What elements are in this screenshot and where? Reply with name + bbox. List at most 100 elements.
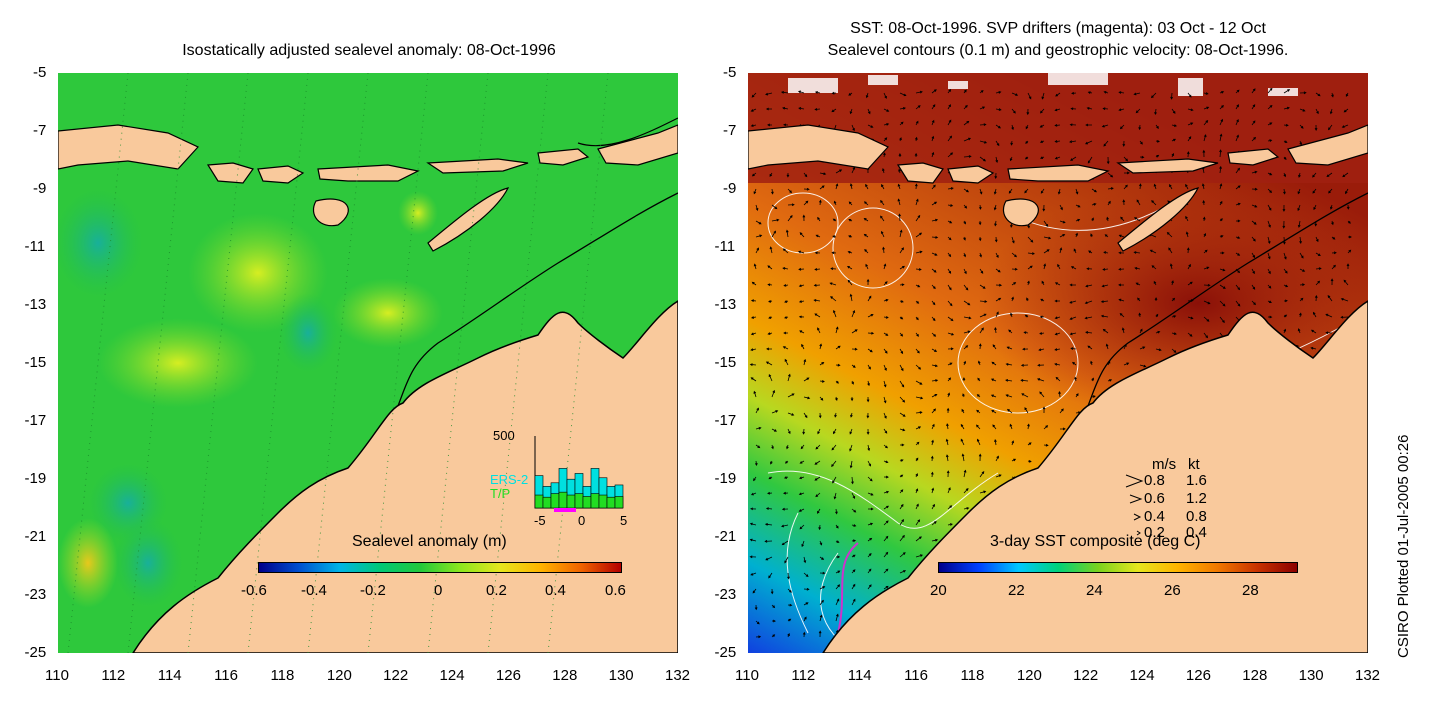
- velocity-arrow: [947, 119, 952, 126]
- velocity-arrow: [849, 183, 853, 190]
- velocity-arrow: [1027, 459, 1032, 463]
- velocity-arrow: [1297, 204, 1301, 212]
- velocity-arrow: [1102, 268, 1109, 271]
- velocity-arrow: [764, 539, 773, 543]
- velocity-arrow: [1069, 300, 1077, 304]
- velocity-arrow: [750, 124, 757, 127]
- velocity-arrow: [867, 584, 872, 590]
- velocity-arrow: [1139, 155, 1145, 159]
- velocity-arrow: [995, 268, 1001, 273]
- latitude-tick: -21: [714, 528, 737, 545]
- velocity-arrow: [1135, 108, 1141, 114]
- velocity-arrow: [899, 92, 907, 97]
- histogram-bar-tp: [582, 496, 592, 509]
- velocity-arrow: [1055, 376, 1061, 382]
- velocity-arrow: [915, 105, 921, 110]
- velocity-arrow: [819, 379, 825, 383]
- sst-tick: 22: [1008, 582, 1025, 599]
- velocity-arrow: [851, 554, 856, 558]
- velocity-arrow: [1315, 252, 1321, 256]
- velocity-arrow: [849, 293, 853, 302]
- velocity-arrow: [835, 598, 840, 606]
- velocity-arrow: [1203, 134, 1207, 142]
- velocity-arrow: [847, 279, 853, 286]
- velocity-arrow: [899, 443, 905, 447]
- velocity-arrow: [771, 428, 777, 432]
- velocity-arrow: [835, 345, 841, 350]
- velocity-arrow: [1219, 300, 1226, 307]
- velocity-arrow: [1005, 378, 1013, 382]
- velocity-arrow: [931, 364, 938, 368]
- velocity-key-row: 0.4 0.8: [1124, 508, 1244, 526]
- velocity-arrow: [1325, 313, 1333, 318]
- velocity-arrow: [1171, 332, 1177, 335]
- velocity-arrow: [961, 453, 965, 462]
- velocity-arrow: [1058, 391, 1061, 398]
- velocity-arrow: [771, 619, 776, 623]
- velocity-arrow: [784, 460, 789, 464]
- histogram-drifter-bar: [554, 508, 576, 512]
- velocity-arrow: [753, 188, 757, 195]
- velocity-arrow: [783, 331, 788, 335]
- velocity-arrow: [813, 283, 821, 287]
- velocity-arrow: [947, 236, 952, 241]
- velocity-arrow: [1201, 183, 1205, 190]
- velocity-arrow: [899, 503, 904, 510]
- velocity-arrow: [1119, 124, 1125, 130]
- velocity-arrow: [831, 444, 837, 451]
- velocity-arrow: [883, 520, 889, 526]
- velocity-arrow: [1343, 108, 1349, 113]
- velocity-arrow: [963, 469, 967, 478]
- velocity-arrow: [979, 490, 987, 494]
- velocity-arrow: [1039, 108, 1045, 114]
- velocity-arrow: [1118, 91, 1125, 94]
- longitude-tick: 118: [960, 667, 985, 684]
- sst-velocity-map[interactable]: [748, 73, 1368, 653]
- velocity-arrow: [803, 412, 808, 419]
- velocity-arrow: [1267, 188, 1273, 194]
- velocity-arrow: [1267, 284, 1272, 289]
- latitude-tick: -11: [714, 238, 736, 255]
- velocity-arrow: [979, 156, 986, 162]
- velocity-arrow: [1020, 379, 1029, 382]
- velocity-arrow: [865, 92, 869, 99]
- velocity-arrow: [784, 358, 789, 366]
- longitude-tick: 120: [326, 667, 352, 684]
- velocity-arrow: [979, 140, 988, 144]
- velocity-arrow: [1023, 331, 1029, 334]
- velocity-arrow: [899, 570, 907, 574]
- velocity-arrow: [1037, 378, 1045, 382]
- velocity-arrow: [1299, 312, 1302, 318]
- longitude-tick: 110: [735, 667, 759, 684]
- velocity-arrow: [1314, 124, 1318, 131]
- velocity-arrow: [947, 220, 953, 224]
- velocity-arrow: [1039, 315, 1045, 319]
- velocity-arrow: [1153, 183, 1157, 190]
- sealevel-colorbar-label: Sealevel anomaly (m): [352, 533, 507, 550]
- velocity-arrow: [1171, 297, 1176, 302]
- velocity-arrow: [1059, 234, 1066, 238]
- velocity-arrow: [899, 300, 904, 303]
- sealevel-tick: -0.6: [241, 582, 267, 599]
- velocity-arrow: [1315, 236, 1319, 243]
- velocity-arrow: [1026, 297, 1029, 302]
- velocity-arrow: [781, 507, 789, 511]
- velocity-arrow: [814, 313, 821, 318]
- right-map-title-line1: SST: 08-Oct-1996. SVP drifters (magenta)…: [850, 20, 1266, 37]
- velocity-arrow: [963, 330, 971, 334]
- velocity-arrow: [963, 204, 968, 209]
- velocity-arrow: [803, 200, 809, 206]
- longitude-tick: 116: [214, 667, 238, 684]
- velocity-arrow: [1267, 268, 1271, 275]
- velocity-arrow: [993, 204, 997, 211]
- velocity-arrow: [849, 444, 853, 452]
- velocity-arrow: [979, 268, 984, 274]
- velocity-arrow: [798, 267, 805, 271]
- velocity-arrow: [753, 476, 757, 482]
- velocity-arrow: [1283, 188, 1286, 195]
- longitude-tick: 118: [270, 667, 295, 684]
- histogram-xtick: 5: [620, 513, 628, 528]
- longitude-tick: 132: [665, 667, 691, 684]
- velocity-arrow: [1187, 332, 1193, 337]
- velocity-arrow: [851, 524, 857, 527]
